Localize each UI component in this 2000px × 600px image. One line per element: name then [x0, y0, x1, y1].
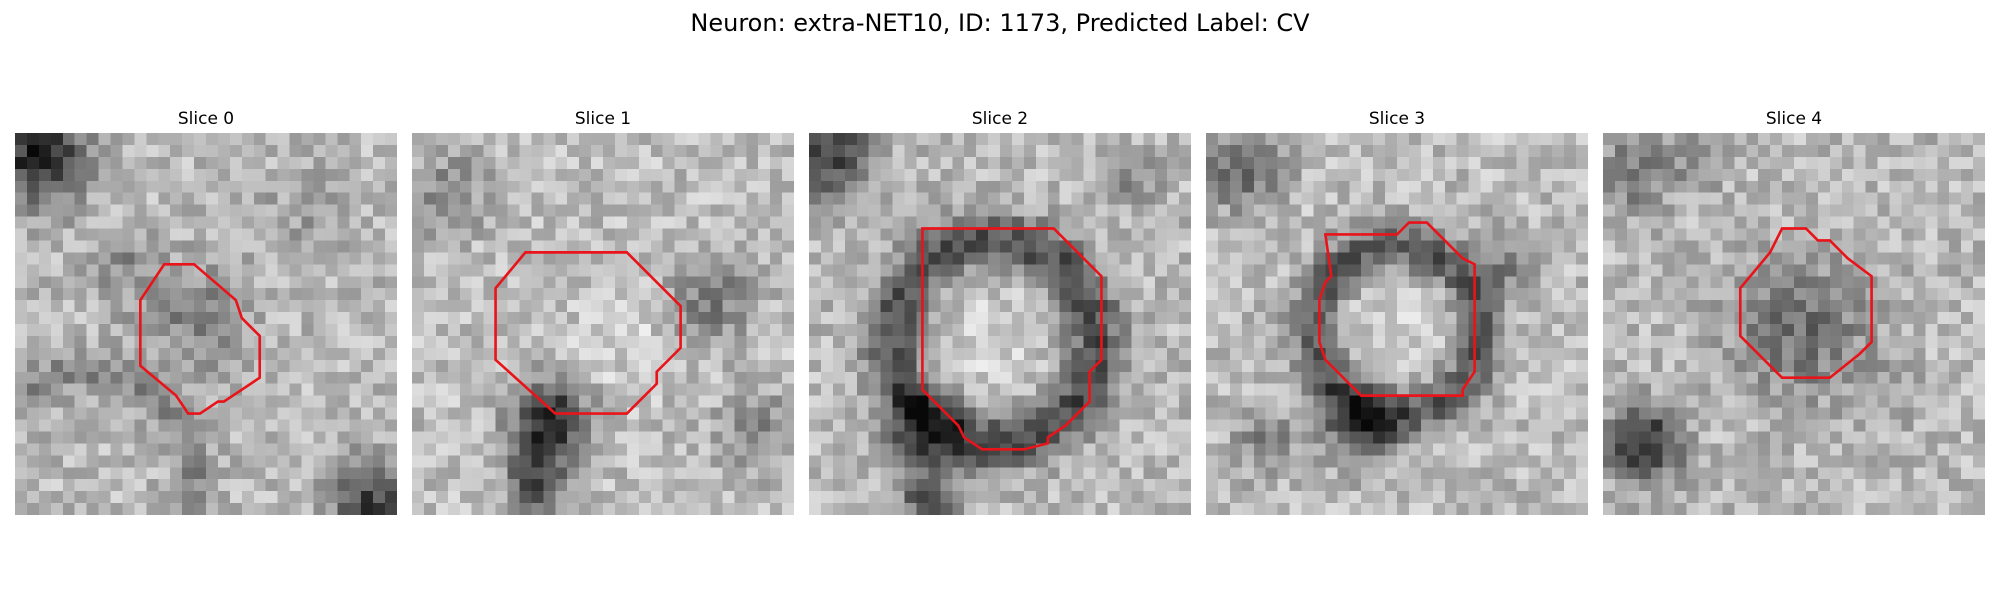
- slice-title: Slice 3: [1368, 109, 1426, 129]
- cell-contour: [921, 227, 1103, 451]
- cell-contour: [139, 262, 262, 415]
- slice-image: [1206, 133, 1588, 515]
- slice-panel-1: Slice 1: [412, 105, 794, 515]
- slice-title: Slice 2: [971, 109, 1029, 129]
- pixel-grid: [1603, 133, 1985, 515]
- slice-panel-2: Slice 2: [809, 105, 1191, 515]
- slice-image: [809, 133, 1191, 515]
- slice-grayscale-svg: [15, 133, 397, 515]
- slice-title: Slice 0: [177, 109, 235, 129]
- slice-image: [1603, 133, 1985, 515]
- pixel-grid: [412, 133, 794, 515]
- cell-contour: [494, 251, 682, 415]
- cell-contour: [1318, 221, 1476, 397]
- slice-panel-3: Slice 3: [1206, 105, 1588, 515]
- pixel-grid: [1206, 133, 1588, 515]
- slice-title: Slice 4: [1765, 109, 1823, 129]
- slice-panel-4: Slice 4: [1603, 105, 1985, 515]
- slice-panel-0: Slice 0: [15, 105, 397, 515]
- slice-image: [412, 133, 794, 515]
- slice-image: [15, 133, 397, 515]
- pixel-grid: [15, 133, 397, 515]
- pixel-grid: [809, 133, 1191, 515]
- slice-grayscale-svg: [1206, 133, 1588, 515]
- slice-grayscale-svg: [809, 133, 1191, 515]
- slice-title: Slice 1: [574, 109, 632, 129]
- slice-grayscale-svg: [1603, 133, 1985, 515]
- figure-title: Neuron: extra-NET10, ID: 1173, Predicted…: [690, 9, 1310, 37]
- slice-grayscale-svg: [412, 133, 794, 515]
- cell-contour: [1738, 227, 1873, 380]
